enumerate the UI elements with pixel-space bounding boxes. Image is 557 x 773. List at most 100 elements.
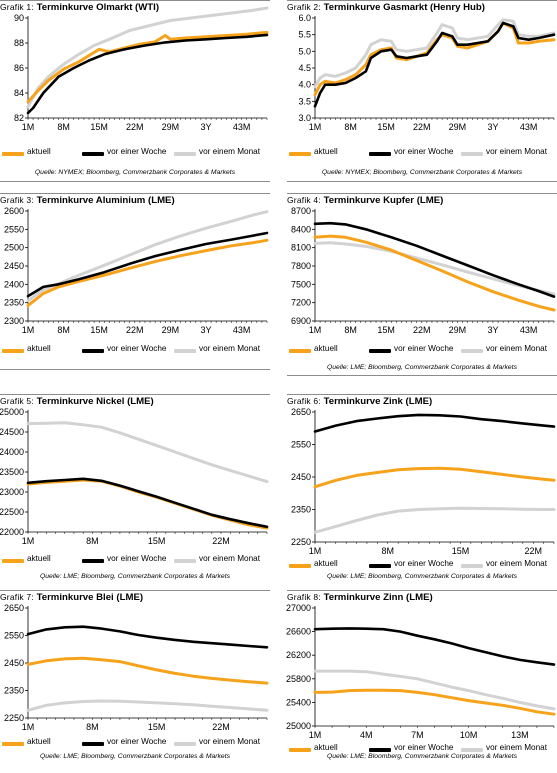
x-tick-label: 15M [377, 122, 395, 132]
legend-label: vor einer Woche [394, 743, 454, 752]
line-chart: 2250 2350 2450 2550 2650 1M 8M 15M 22M [4, 603, 269, 732]
x-tick-label: 3Y [487, 122, 498, 132]
legend-label: vor einer Woche [394, 344, 454, 353]
chart-number: Grafik 8: [287, 592, 321, 602]
legend-swatch-month [461, 152, 483, 156]
divider-top [0, 590, 270, 591]
line-chart: 25000 25400 25800 26200 26600 27000 1M 4M 7M 10M 1… [286, 603, 556, 740]
chart-panel-aluminium: Grafik 3: Terminkurve Aluminium (LME) 23… [0, 193, 270, 376]
legend-label: vor einem Monat [486, 344, 547, 353]
divider-bottom [0, 369, 270, 370]
divider-bottom [0, 181, 270, 182]
legend-label: vor einem Monat [199, 737, 260, 746]
legend-label: aktuell [314, 147, 338, 156]
chart-source: Quelle: LME; Bloomberg, Commerzbank Corp… [39, 753, 230, 760]
y-tick-label: 7800 [291, 261, 311, 271]
y-tick-label: 2550 [291, 440, 311, 450]
series-line-monat [313, 506, 556, 534]
legend-swatch-aktuell [2, 559, 24, 563]
y-tick-label: 2500 [4, 243, 24, 253]
y-tick-label: 25000 [0, 407, 24, 417]
chart-title: Grafik 5: Terminkurve Nickel (LME) [0, 396, 154, 407]
legend-swatch-aktuell [289, 349, 311, 353]
x-tick-label: 7M [411, 730, 424, 740]
divider-top [287, 193, 557, 194]
y-tick-label: 24000 [0, 447, 24, 457]
legend-label: vor einer Woche [107, 737, 167, 746]
y-tick-label: 8400 [291, 224, 311, 234]
y-tick-label: 8100 [291, 243, 311, 253]
y-tick-label: 3.5 [298, 96, 311, 106]
chart-number: Grafik 3: [0, 195, 34, 205]
divider-bottom [287, 375, 557, 376]
legend-swatch-aktuell [2, 742, 24, 746]
y-tick-label: 7500 [291, 279, 311, 289]
y-tick-label: 6.0 [298, 13, 311, 23]
y-tick-label: 2450 [291, 472, 311, 482]
chart-panel-nickel: Grafik 5: Terminkurve Nickel (LME) 22000… [0, 394, 270, 580]
legend-label: vor einer Woche [107, 147, 167, 156]
series-line-aktuell [26, 656, 269, 685]
y-tick-label: 23000 [0, 487, 24, 497]
chart-title: Grafik 7: Terminkurve Blei (LME) [0, 592, 143, 603]
x-tick-label: 15M [148, 722, 166, 732]
legend-swatch-month [174, 349, 196, 353]
x-tick-label: 3Y [200, 122, 211, 132]
line-chart: 22000 22500 23000 23500 24000 24500 25000 1M 8M 1… [0, 407, 269, 546]
y-tick-label: 23500 [0, 467, 24, 477]
y-tick-label: 2450 [4, 261, 24, 271]
chart-title: Grafik 3: Terminkurve Aluminium (LME) [0, 195, 175, 206]
chart-source: Quelle: LME; Bloomberg, Commerzbank Corp… [326, 364, 517, 371]
x-tick-label: 15M [90, 325, 108, 335]
x-tick-label: 15M [377, 325, 395, 335]
chart-title: Grafik 2: Terminkurve Gasmarkt (Henry Hu… [287, 2, 485, 13]
legend-swatch-aktuell [289, 564, 311, 568]
x-tick-label: 29M [449, 325, 467, 335]
chart-legend: aktuell vor einer Woche vor einem Monat [0, 344, 270, 356]
series-line-aktuell [26, 238, 269, 308]
y-tick-label: 2650 [291, 407, 311, 417]
divider-bottom [287, 181, 557, 182]
chart-source: Quelle: LME; Bloomberg, Commerzbank Corp… [326, 753, 517, 760]
y-tick-label: 26200 [286, 650, 311, 660]
line-chart: 82 84 86 88 90 1M 8M 15M 22M 29M 3Y 43M [14, 6, 269, 132]
y-tick-label: 2300 [4, 316, 24, 326]
chart-panel-gas: Grafik 2: Terminkurve Gasmarkt (Henry Hu… [287, 0, 557, 183]
chart-title-text: Terminkurve Gasmarkt (Henry Hub) [323, 2, 485, 13]
y-tick-label: 86 [14, 63, 24, 73]
x-tick-label: 43M [233, 122, 251, 132]
legend-swatch-week [369, 152, 391, 156]
x-tick-label: 22M [524, 546, 542, 556]
divider-top [0, 193, 270, 194]
legend-swatch-month [174, 152, 196, 156]
chart-title-text: Terminkurve Blei (LME) [36, 592, 144, 603]
x-tick-label: 8M [344, 122, 357, 132]
x-tick-label: 22M [212, 722, 230, 732]
series-line-aktuell [26, 30, 269, 104]
line-chart: 6900 7200 7500 7800 8100 8400 8700 1M 8M 15M 22M 29… [291, 206, 556, 335]
series-line-woche [313, 413, 556, 433]
chart-legend: aktuell vor einer Woche vor einem Monat [287, 147, 557, 159]
line-chart: 2250 2350 2450 2550 2650 1M 8M 15M 22M [291, 407, 556, 556]
chart-legend: aktuell vor einer Woche vor einem Monat [0, 147, 270, 159]
x-tick-label: 1M [309, 122, 322, 132]
chart-source: Quelle: LME; Bloomberg, Commerzbank Corp… [39, 573, 230, 580]
y-tick-label: 5.0 [298, 46, 311, 56]
y-tick-label: 25000 [286, 721, 311, 731]
x-tick-label: 15M [148, 536, 166, 546]
chart-panel-oil: Grafik 1: Terminkurve Olmarkt (WTI) 82 84… [0, 0, 270, 183]
chart-title-text: Terminkurve Zinn (LME) [323, 592, 433, 603]
divider-top [0, 0, 270, 1]
chart-title: Grafik 8: Terminkurve Zinn (LME) [287, 592, 433, 603]
series-line-aktuell [313, 466, 556, 489]
x-tick-label: 22M [126, 325, 144, 335]
x-tick-label: 8M [86, 722, 99, 732]
chart-number: Grafik 1: [0, 2, 34, 12]
legend-swatch-aktuell [289, 152, 311, 156]
y-tick-label: 82 [14, 113, 24, 123]
legend-label: aktuell [27, 737, 51, 746]
x-tick-label: 43M [520, 122, 538, 132]
legend-swatch-month [461, 564, 483, 568]
y-tick-label: 2350 [4, 686, 24, 696]
legend-swatch-month [461, 349, 483, 353]
